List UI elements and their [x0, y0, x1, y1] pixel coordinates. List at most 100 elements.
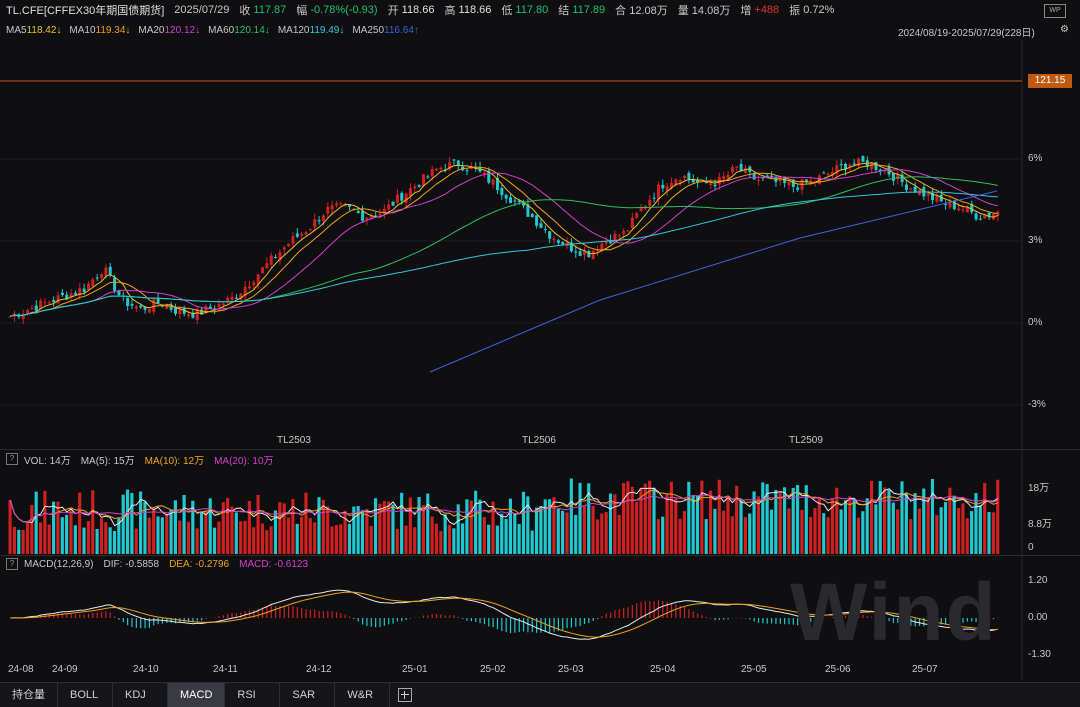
- volume-bar: [273, 510, 278, 554]
- volume-bar: [704, 519, 708, 554]
- candle-body: [909, 188, 913, 190]
- candle-body: [665, 186, 669, 192]
- contract-label: TL2506: [522, 435, 556, 446]
- change-label: 幅: [296, 5, 308, 17]
- candle-body: [247, 286, 251, 289]
- ma-value: 116.64↑: [384, 24, 419, 36]
- candle-body: [195, 309, 199, 320]
- gear-icon[interactable]: ⚙: [1060, 24, 1069, 35]
- volume-bar: [295, 523, 299, 554]
- volume-bar: [608, 493, 613, 554]
- candle-body: [569, 242, 573, 252]
- candle-body: [374, 215, 378, 217]
- candle-body: [204, 306, 208, 314]
- candle-body: [156, 299, 160, 304]
- wind-watermark: Wind: [790, 567, 998, 658]
- low-label: 低: [501, 5, 513, 17]
- volume-bar: [482, 516, 486, 554]
- candle-body: [900, 174, 904, 183]
- candle-body: [261, 267, 265, 274]
- volume-bar: [669, 481, 673, 554]
- candle-body: [417, 185, 421, 187]
- tab-sar[interactable]: SAR: [280, 683, 336, 707]
- volume-bar: [600, 513, 604, 554]
- volume-bar: [347, 523, 352, 554]
- symbol-title[interactable]: TL.CFE[CFFEX30年期国债期货]: [6, 5, 165, 17]
- volume-bar: [369, 525, 373, 554]
- volume-bar: [152, 508, 156, 554]
- chart-settings-icon[interactable]: WP: [1044, 4, 1066, 18]
- tab-open-interest[interactable]: 持仓量: [0, 683, 58, 707]
- volume-bar: [173, 500, 177, 554]
- candle-body: [361, 211, 365, 221]
- candle-body: [683, 175, 687, 179]
- change-value: -0.78%(-0.93): [310, 4, 378, 16]
- candle-body: [391, 201, 395, 206]
- tab-boll[interactable]: BOLL: [58, 683, 113, 707]
- candle-body: [743, 168, 747, 174]
- candle-body: [130, 303, 134, 306]
- volume-bar: [247, 501, 251, 554]
- candle-body: [509, 197, 513, 203]
- volume-bar: [439, 531, 443, 554]
- volume-bar: [730, 516, 734, 554]
- candle-body: [78, 288, 82, 296]
- volume-bar: [652, 487, 656, 554]
- tab-rsi[interactable]: RSI: [225, 683, 281, 707]
- candle-body: [313, 219, 317, 227]
- candle-body: [596, 250, 600, 252]
- volume-bar: [591, 505, 595, 554]
- volume-bar: [286, 517, 291, 554]
- quote-date: 2025/07/29: [174, 4, 230, 16]
- candle-body: [21, 313, 25, 319]
- volume-bar: [487, 524, 491, 554]
- help-icon[interactable]: ?: [6, 453, 18, 465]
- oi-label: 合: [615, 5, 627, 17]
- volume-bar: [796, 485, 800, 554]
- candle-body: [844, 163, 848, 170]
- volume-bar: [452, 528, 456, 554]
- help-icon[interactable]: ?: [6, 558, 18, 570]
- volume-bar: [830, 498, 834, 554]
- tab-kdj[interactable]: KDJ: [113, 683, 168, 707]
- volume-bar: [926, 497, 930, 554]
- candle-body: [422, 174, 426, 186]
- volume-bar: [317, 497, 321, 554]
- volume-bar: [717, 479, 721, 554]
- volume-bar: [835, 487, 839, 554]
- volume-bar: [234, 512, 238, 554]
- volume-bar: [678, 518, 682, 554]
- tab-wr[interactable]: W&R: [335, 683, 391, 707]
- candle-body: [709, 183, 713, 185]
- volume-bar: [69, 509, 73, 554]
- volume-bar: [900, 481, 904, 554]
- volume-bar: [147, 517, 151, 554]
- volume-bar: [695, 495, 700, 554]
- candle-body: [291, 236, 295, 244]
- date-range[interactable]: 2024/08/19-2025/07/29(228日): [898, 28, 1035, 39]
- volume-bar: [722, 510, 726, 554]
- volume-bar: [896, 509, 900, 554]
- volume-bar: [578, 482, 582, 554]
- candle-body: [543, 229, 547, 231]
- volume-bar: [561, 510, 565, 554]
- candle-body: [730, 167, 734, 173]
- oi-value: 12.08万: [629, 5, 668, 17]
- x-tick: 24-09: [52, 664, 78, 675]
- add-indicator-icon[interactable]: [398, 688, 413, 702]
- volume-bar: [156, 516, 160, 554]
- candle-body: [896, 174, 900, 180]
- x-tick: 25-07: [912, 664, 938, 675]
- candle-body: [339, 203, 343, 205]
- candle-body: [387, 204, 391, 210]
- candle-body: [269, 255, 273, 265]
- candle-body: [200, 309, 204, 315]
- volume-bar: [400, 492, 404, 554]
- volume-bar: [552, 497, 556, 554]
- volume-bar: [543, 499, 547, 554]
- candle-body: [65, 294, 69, 300]
- tab-macd[interactable]: MACD: [168, 683, 226, 707]
- volume-bar: [782, 487, 787, 554]
- ma-legend: MA5 118.42↓ MA10 119.34↓ MA20 120.12↓ MA60 …: [0, 20, 1080, 40]
